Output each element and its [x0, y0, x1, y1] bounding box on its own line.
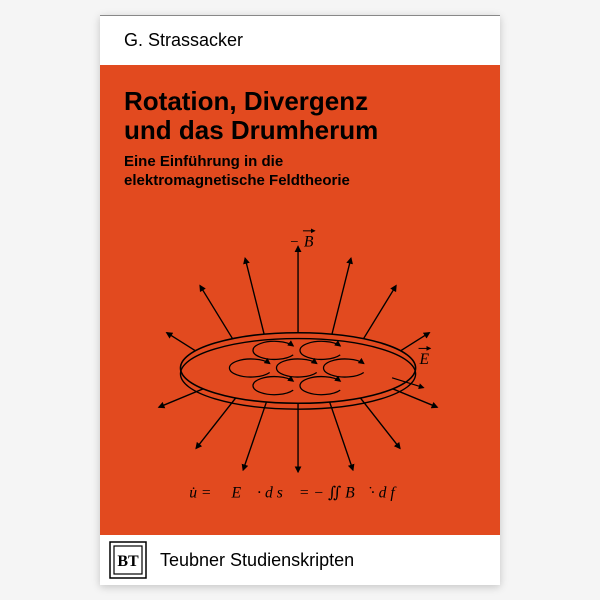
book-cover: G. Strassacker Rotation, Divergenz und d… [100, 15, 500, 585]
svg-text:u̇ = ∮ E⃗ · d s⃗ = − ∬ B⃗̇ · d: u̇ = ∮ E⃗ · d s⃗ = − ∬ B⃗̇ · d f⃗ [189, 484, 407, 501]
series-name: Teubner Studienskripten [160, 550, 354, 571]
publisher-logo: BT [108, 540, 148, 580]
cover-main-area: Rotation, Divergenz und das Drumherum Ei… [100, 65, 500, 535]
field-diagram-svg: −B Eu̇ = ∮ E⃗ · d s⃗ = − ∬ B⃗̇ · d f⃗ [155, 228, 445, 508]
publisher-band: BT Teubner Studienskripten [100, 535, 500, 585]
svg-text:BT: BT [117, 553, 139, 570]
author-band: G. Strassacker [100, 15, 500, 65]
book-title: Rotation, Divergenz und das Drumherum [124, 87, 476, 145]
subtitle-line-2: elektromagnetische Feldtheorie [124, 172, 350, 189]
author-name: G. Strassacker [124, 30, 243, 51]
svg-text:−: − [290, 234, 298, 250]
svg-text:E: E [419, 351, 430, 368]
subtitle-line-1: Eine Einführung in die [124, 153, 283, 170]
svg-text:B: B [304, 233, 314, 250]
cover-diagram: −B Eu̇ = ∮ E⃗ · d s⃗ = − ∬ B⃗̇ · d f⃗ [124, 201, 476, 535]
book-subtitle: Eine Einführung in die elektromagnetisch… [124, 153, 476, 191]
title-line-1: Rotation, Divergenz [124, 86, 368, 116]
teubner-logo-icon: BT [109, 541, 147, 579]
title-line-2: und das Drumherum [124, 115, 378, 145]
